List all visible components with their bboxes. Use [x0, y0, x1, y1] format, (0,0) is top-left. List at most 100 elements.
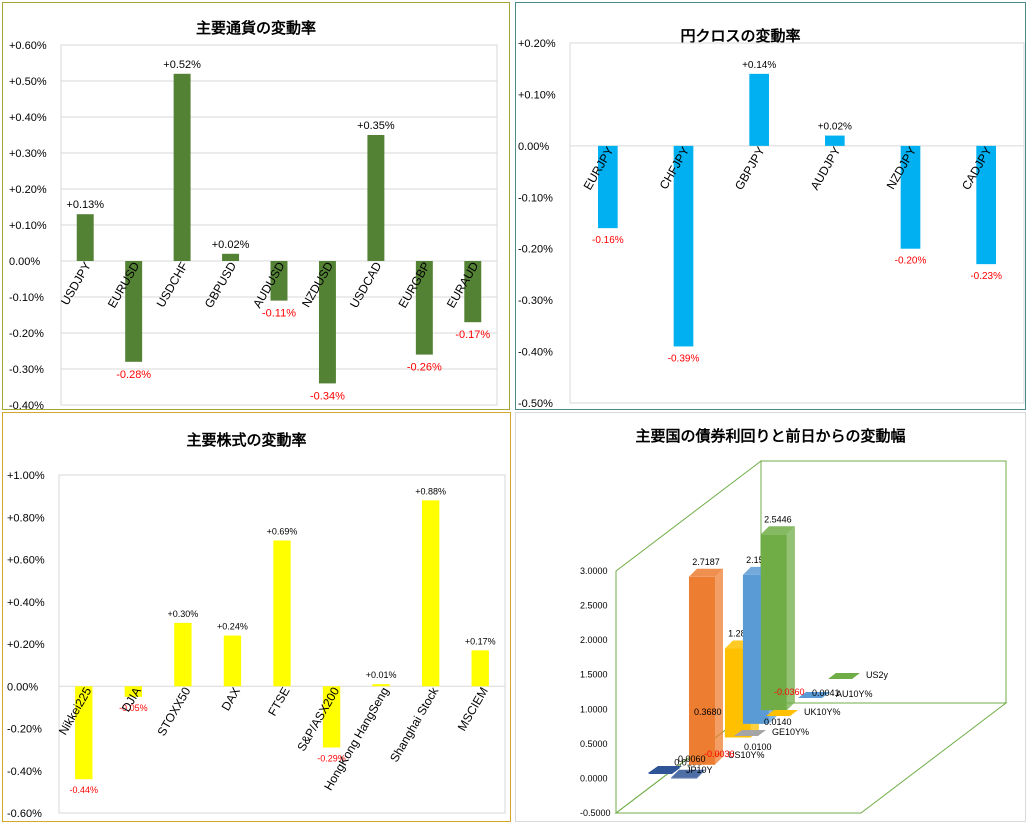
y-tick-label: -0.10% [9, 292, 44, 304]
change-label: 0.0060 [678, 754, 706, 764]
y-tick-label: -0.20% [9, 328, 44, 340]
y-tick-label: 2.5000 [580, 601, 608, 611]
plot-area [58, 474, 506, 814]
bar [322, 686, 341, 748]
data-label: +0.14% [742, 60, 776, 71]
bar [415, 261, 433, 355]
bar [76, 214, 94, 261]
y-tick-label: 2.0000 [580, 635, 608, 645]
bar [421, 500, 440, 687]
yield-bar [760, 534, 787, 711]
y-tick-label: +0.20% [7, 639, 45, 651]
change-bar [798, 692, 830, 698]
data-label: -0.34% [310, 390, 345, 402]
change-bar [690, 753, 722, 759]
change-label: -0.0036 [704, 749, 735, 759]
bar [749, 73, 770, 146]
yield-bar [671, 777, 697, 779]
category-label: GBPJPY [732, 144, 768, 192]
y-tick-label: +0.30% [9, 148, 47, 160]
y-tick-label: 0.0000 [580, 773, 608, 783]
change-bar-jp-front [648, 766, 682, 773]
bar [471, 650, 489, 687]
category-label: GBPUSD [202, 259, 240, 310]
data-label: -0.11% [262, 308, 296, 320]
bar [174, 622, 192, 687]
y-tick-label: -0.40% [518, 347, 553, 359]
data-label: -0.28% [116, 369, 151, 381]
y-tick-label: -0.30% [9, 364, 44, 376]
series-label: US10Y% [728, 750, 765, 760]
bar [124, 686, 143, 697]
y-tick-label: 1.0000 [580, 704, 608, 714]
y-tick-label: +0.40% [7, 597, 45, 609]
data-label: -0.23% [970, 271, 1002, 282]
category-label: DAX [219, 685, 243, 713]
y-tick-label: +0.10% [518, 89, 556, 101]
y-tick-label: +0.20% [9, 184, 47, 196]
category-label: USDCAD [347, 259, 385, 310]
change-label: -0.0360 [774, 687, 805, 697]
bar [223, 635, 242, 687]
bonds-chart-title: 主要国の債券利回りと前日からの変動幅 [635, 427, 906, 445]
jpy-chart: +0.20% +0.10% 0.00% -0.10% -0.20% -0.30% -0.40… [518, 38, 1025, 409]
series-label: GE10Y% [772, 727, 809, 737]
series-label: US2y [866, 670, 889, 680]
y-tick-label: -0.60% [7, 808, 42, 820]
series-label: JP10Y [686, 765, 713, 775]
data-label: -0.16% [592, 235, 624, 246]
stocks-chart: +1.00% +0.80% +0.60% +0.40% +0.20% 0.00% -0.20… [7, 470, 506, 820]
data-label: +0.02% [212, 239, 250, 251]
y-tick-label: -0.10% [518, 192, 553, 204]
stocks-chart-title: 主要株式の変動率 [186, 431, 307, 449]
plot-area [569, 42, 1025, 404]
bar [597, 145, 618, 229]
bar-top [671, 769, 705, 778]
bar-side [786, 526, 795, 711]
yield-label: 0.0100 [674, 758, 702, 768]
panel-yen-crosses: 円クロスの変動率 +0.20% +0.10% 0.00% -0.10% -0.20% -0… [515, 2, 1026, 410]
change-label: 0.0100 [744, 742, 772, 752]
extra-label: 0.3680 [694, 707, 722, 717]
y-tick-label: -0.50% [518, 398, 553, 409]
yield-label: 2.5446 [764, 514, 792, 524]
bar [824, 135, 845, 146]
y-tick-label: +1.00% [7, 470, 45, 482]
bar [464, 261, 482, 323]
yield-label: 2.7187 [692, 557, 720, 567]
data-label: +0.35% [357, 120, 395, 132]
bonds-chart: 3.0000 2.5000 2.0000 1.5000 1.0000 0.5000 0.00… [580, 459, 1008, 818]
data-label: +0.17% [465, 636, 496, 646]
bar [273, 540, 291, 687]
bar [222, 253, 240, 261]
jpy-chart-title: 円クロスの変動率 [680, 27, 801, 45]
bar [372, 684, 390, 687]
change-bar [734, 730, 766, 736]
panel-major-currencies: 主要通貨の変動率 +0.60% +0.50% +0.40% +0.30% +0.20% +… [2, 2, 510, 410]
y-tick-label: -0.20% [518, 244, 553, 256]
bar-top [688, 568, 723, 577]
change-label: 0.0041 [812, 688, 840, 698]
y-tick-label: -0.20% [7, 724, 42, 736]
yield-bar [688, 576, 715, 765]
data-label: +0.13% [66, 199, 104, 211]
fx-chart: +0.60% +0.50% +0.40% +0.30% +0.20% +0.10% 0.00… [9, 40, 498, 409]
data-label: +0.01% [366, 670, 397, 680]
y-tick-label: +0.40% [9, 112, 47, 124]
data-label: -0.39% [668, 353, 700, 364]
data-label: -0.20% [895, 256, 927, 267]
y-tick-label: 0.00% [9, 256, 40, 268]
data-label: -0.05% [119, 703, 148, 713]
category-label: Shanghai Stock [387, 684, 442, 765]
y-tick-label: -0.40% [9, 400, 44, 409]
y-tick-label: +0.60% [9, 40, 47, 52]
y-tick-label: 3.0000 [580, 566, 608, 576]
panel-bond-yields: 主要国の債券利回りと前日からの変動幅 3.0000 2.5000 2.0000 1.5… [515, 412, 1026, 822]
bar [270, 261, 288, 301]
category-label: AUDJPY [808, 144, 844, 192]
category-label: USDJPY [58, 260, 94, 308]
panel-major-stocks: 主要株式の変動率 +1.00% +0.80% +0.60% +0.40% +0.20% 0… [2, 412, 511, 822]
category-label: FTSE [265, 685, 292, 719]
series-label: AU10Y% [836, 689, 873, 699]
bar [976, 145, 997, 265]
